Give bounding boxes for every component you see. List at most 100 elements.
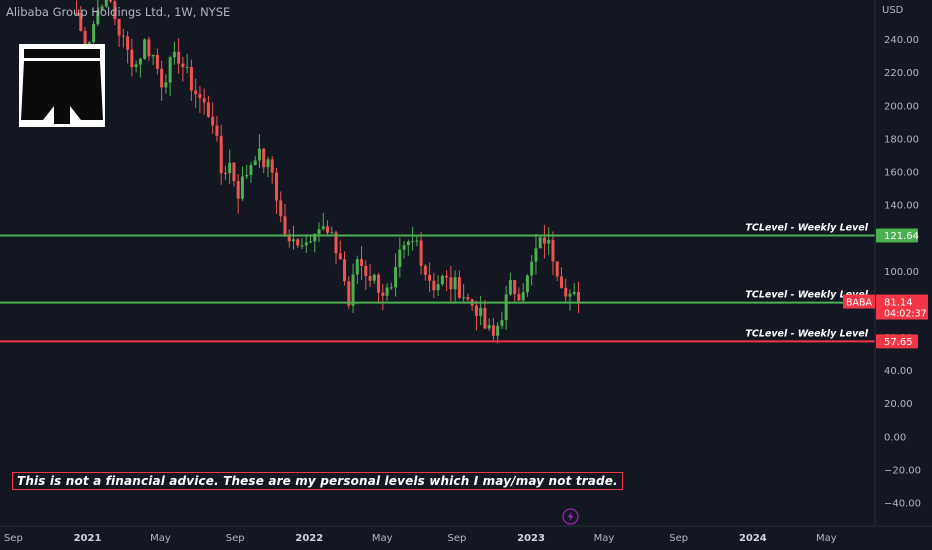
candle-body [304,242,308,246]
candle-body [100,6,104,11]
candle-body [160,68,164,88]
candle-body [109,0,113,2]
time-tick-label: Sep [669,533,688,544]
candle-body [215,125,219,136]
candle-body [143,39,147,59]
price-tick-label: 160.00 [884,167,919,178]
candle-body [121,35,125,37]
time-tick-label: 2022 [295,533,323,544]
candle-body [211,116,215,126]
candle-body [504,294,508,321]
candle-body [262,148,266,168]
candle-body [372,274,376,281]
candle-body [440,275,444,285]
price-tick-label: 40.00 [884,366,913,377]
candle-body [500,320,504,326]
candle-body [547,239,551,244]
candle-body [436,284,440,291]
chart-title[interactable]: Alibaba Group Holdings Ltd., 1W, NYSE [6,5,231,19]
candle-body [232,162,236,182]
candle-body [343,259,347,282]
candle-body [402,245,406,250]
candle-body [185,66,189,68]
candle-body [138,58,142,65]
candle-body [223,173,227,175]
candle-body [313,233,317,242]
candle-body [228,162,232,174]
candle-body [423,265,427,275]
candle-body [406,241,410,246]
candle-body [75,13,79,15]
price-tick-label: 140.00 [884,201,919,212]
candle-body [479,307,483,316]
candle-body [287,234,291,242]
time-tick-label: May [372,533,393,544]
candle-body [300,245,304,247]
time-tick-label: Sep [448,533,467,544]
candle-body [385,287,389,296]
candle-body [521,292,525,301]
candle-body [449,277,453,290]
candle-body [453,277,457,290]
candle-body [177,51,181,64]
time-axis[interactable]: Sep 2021 May Sep 2022 May Sep 2023 May Sep 2024 May [4,533,837,544]
candle-body [517,294,521,301]
candle-body [457,277,461,298]
candle-body [559,276,563,288]
candle-body [555,261,559,277]
candle-body [364,265,368,276]
candle-body [245,174,249,177]
candle-body [334,232,338,254]
candle-body [79,13,83,31]
price-tick-label: 0.00 [884,432,906,443]
candle-body [134,64,138,68]
ticker-badge: BABA [846,298,873,309]
candle-body [564,287,568,297]
candle-body [330,232,334,234]
last-price-bg [876,294,928,320]
level-price-label: 57.65 [884,337,913,348]
time-tick-label: 2024 [739,533,767,544]
candle-body [534,248,538,262]
candle-body [538,237,542,249]
ticker-badge-bg [843,294,875,309]
candle-body [291,239,295,242]
candle-body [321,226,325,230]
candle-body [415,240,419,242]
candle-body [317,229,321,234]
price-tick-label: −40.00 [884,499,921,510]
candle-body [198,94,202,99]
candle-body [326,226,330,233]
candle-body [296,239,300,246]
currency-label: USD [882,5,904,16]
level-title: TCLevel - Weekly Level [745,222,868,233]
candle-body [525,275,529,293]
candle-body [568,293,572,297]
price-tick-label: 180.00 [884,134,919,145]
last-price-label: 81.14 [884,298,913,309]
candle-body [126,36,130,50]
candle-body [172,51,176,58]
candle-body [194,90,198,95]
candle-body [576,291,580,303]
candle-body [398,249,402,267]
candle-body [309,241,313,243]
time-tick-label: May [150,533,171,544]
candle-body [117,18,121,36]
level-title: TCLevel - Weekly Level [745,328,868,339]
candle-body [164,82,168,88]
candle-body [206,102,210,117]
candle-body [130,49,134,68]
candle-body [181,63,185,68]
time-tick-label: Sep [4,533,23,544]
candle-body [168,57,172,83]
candle-body [202,98,206,103]
level-title: TCLevel - Weekly Level [745,290,868,301]
lightning-icon[interactable] [562,508,579,525]
candle-body [236,181,240,199]
candle-body [240,176,244,199]
candle-body [189,66,193,91]
candle-body [377,274,381,293]
